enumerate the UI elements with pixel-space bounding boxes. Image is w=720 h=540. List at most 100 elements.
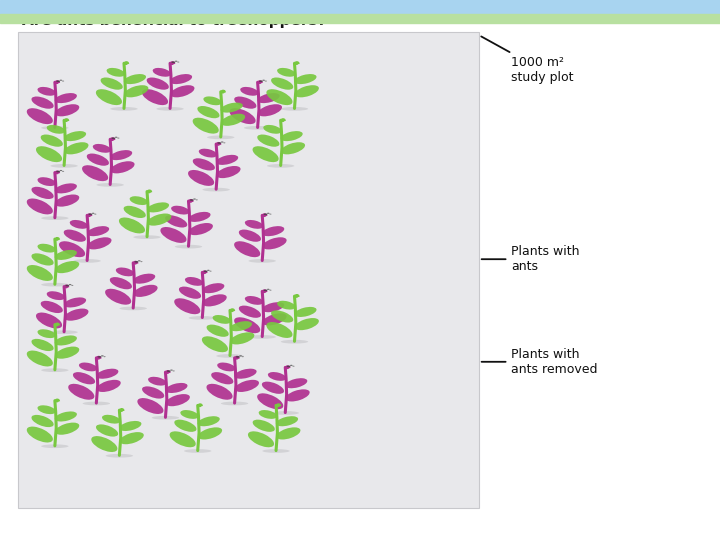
Ellipse shape	[264, 213, 267, 215]
Ellipse shape	[152, 416, 179, 420]
Ellipse shape	[216, 354, 243, 358]
Ellipse shape	[248, 431, 274, 447]
Ellipse shape	[235, 380, 259, 392]
Ellipse shape	[167, 370, 171, 372]
Ellipse shape	[211, 372, 233, 384]
Ellipse shape	[40, 301, 63, 313]
Ellipse shape	[202, 283, 225, 293]
Ellipse shape	[277, 301, 295, 309]
Ellipse shape	[32, 97, 54, 109]
Ellipse shape	[198, 427, 222, 440]
Ellipse shape	[170, 369, 173, 371]
Ellipse shape	[66, 285, 69, 286]
Ellipse shape	[199, 148, 217, 158]
Ellipse shape	[220, 103, 243, 113]
Ellipse shape	[98, 356, 102, 357]
Ellipse shape	[114, 137, 117, 138]
Ellipse shape	[189, 223, 213, 235]
Ellipse shape	[55, 194, 79, 207]
Ellipse shape	[63, 230, 86, 242]
Ellipse shape	[83, 402, 110, 406]
Ellipse shape	[276, 416, 298, 426]
Ellipse shape	[55, 184, 77, 193]
Ellipse shape	[36, 146, 62, 162]
Ellipse shape	[257, 134, 279, 147]
Ellipse shape	[202, 336, 228, 352]
Ellipse shape	[242, 356, 244, 357]
Ellipse shape	[271, 310, 293, 322]
Ellipse shape	[32, 339, 54, 351]
Ellipse shape	[138, 398, 163, 414]
Ellipse shape	[148, 377, 166, 386]
Ellipse shape	[55, 347, 79, 359]
Ellipse shape	[202, 294, 227, 306]
Ellipse shape	[161, 227, 186, 243]
Ellipse shape	[27, 427, 53, 442]
Ellipse shape	[96, 183, 124, 187]
Ellipse shape	[221, 141, 223, 143]
Ellipse shape	[110, 150, 132, 160]
Ellipse shape	[55, 93, 77, 103]
Ellipse shape	[216, 166, 240, 178]
Ellipse shape	[117, 138, 120, 139]
Ellipse shape	[47, 125, 65, 134]
Text: Plants with
ants: Plants with ants	[482, 245, 580, 273]
Ellipse shape	[230, 108, 256, 124]
Ellipse shape	[262, 449, 289, 453]
Ellipse shape	[56, 80, 60, 82]
Ellipse shape	[96, 424, 118, 437]
Ellipse shape	[104, 356, 106, 357]
Ellipse shape	[245, 220, 264, 229]
Ellipse shape	[290, 364, 292, 366]
Ellipse shape	[124, 85, 148, 97]
Ellipse shape	[55, 250, 77, 260]
Ellipse shape	[55, 261, 79, 273]
Ellipse shape	[230, 321, 252, 331]
Ellipse shape	[64, 298, 86, 307]
Ellipse shape	[135, 261, 138, 262]
Ellipse shape	[142, 89, 168, 105]
Ellipse shape	[107, 68, 125, 77]
Ellipse shape	[73, 372, 95, 384]
Ellipse shape	[64, 308, 89, 321]
Ellipse shape	[37, 244, 56, 253]
Ellipse shape	[281, 340, 308, 343]
Ellipse shape	[221, 114, 246, 126]
Ellipse shape	[197, 416, 220, 426]
Ellipse shape	[124, 206, 146, 218]
Ellipse shape	[262, 79, 265, 81]
Ellipse shape	[184, 449, 212, 453]
Ellipse shape	[64, 131, 86, 141]
Ellipse shape	[40, 134, 63, 147]
Ellipse shape	[221, 402, 248, 406]
Ellipse shape	[292, 366, 294, 367]
Ellipse shape	[269, 289, 271, 291]
Ellipse shape	[37, 406, 56, 414]
Ellipse shape	[239, 306, 261, 318]
Ellipse shape	[281, 107, 308, 111]
Ellipse shape	[203, 97, 222, 105]
Ellipse shape	[89, 213, 92, 215]
Ellipse shape	[207, 384, 233, 400]
Ellipse shape	[257, 393, 283, 409]
Ellipse shape	[140, 261, 143, 262]
Ellipse shape	[27, 199, 53, 214]
Ellipse shape	[204, 271, 207, 272]
Ellipse shape	[207, 325, 229, 337]
Ellipse shape	[55, 104, 79, 116]
Ellipse shape	[258, 104, 282, 116]
Ellipse shape	[68, 384, 94, 400]
Ellipse shape	[266, 322, 292, 338]
Ellipse shape	[253, 146, 279, 162]
Ellipse shape	[258, 93, 279, 103]
Ellipse shape	[196, 199, 198, 200]
Ellipse shape	[91, 213, 94, 214]
Ellipse shape	[109, 277, 132, 289]
Ellipse shape	[294, 318, 319, 330]
Ellipse shape	[153, 68, 171, 77]
Ellipse shape	[285, 378, 307, 388]
Ellipse shape	[55, 411, 77, 422]
Ellipse shape	[82, 165, 108, 181]
Ellipse shape	[216, 155, 238, 165]
Ellipse shape	[41, 126, 68, 130]
